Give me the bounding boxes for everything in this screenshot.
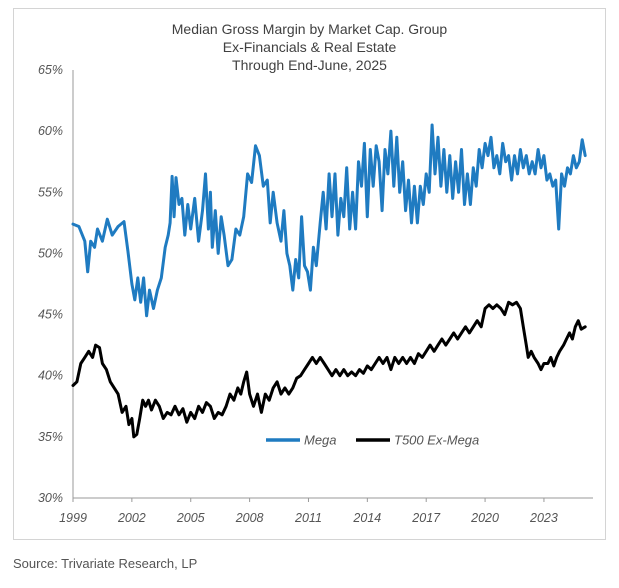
legend-label: T500 Ex-Mega xyxy=(394,433,479,448)
chart-frame xyxy=(13,8,606,540)
x-tick-label: 2008 xyxy=(235,511,264,525)
x-tick-label: 1999 xyxy=(59,511,87,525)
x-tick-label: 2011 xyxy=(294,511,322,525)
y-tick-label: 55% xyxy=(38,185,63,199)
x-tick-label: 2005 xyxy=(176,511,205,525)
chart-subtitle-2: Through End-June, 2025 xyxy=(232,57,387,73)
chart-title: Median Gross Margin by Market Cap. Group xyxy=(171,21,448,37)
x-tick-label: 2023 xyxy=(529,511,558,525)
y-tick-label: 50% xyxy=(38,246,63,260)
legend-label: Mega xyxy=(304,433,337,448)
y-tick-label: 40% xyxy=(38,369,63,383)
series-line-mega xyxy=(71,123,587,318)
source-note: Source: Trivariate Research, LP xyxy=(13,556,198,571)
y-tick-label: 45% xyxy=(38,308,63,322)
x-tick-label: 2014 xyxy=(352,511,381,525)
series-line-t500-ex-mega xyxy=(71,300,587,439)
x-tick-label: 2002 xyxy=(117,511,146,525)
chart-titles: Median Gross Margin by Market Cap. Group… xyxy=(13,20,606,74)
y-tick-label: 35% xyxy=(38,430,63,444)
y-tick-label: 60% xyxy=(38,124,63,138)
chart-subtitle-1: Ex-Financials & Real Estate xyxy=(222,39,397,55)
y-tick-label: 30% xyxy=(38,491,63,505)
y-tick-label: 65% xyxy=(38,63,63,77)
x-tick-label: 2017 xyxy=(411,511,441,525)
x-tick-label: 2020 xyxy=(470,511,499,525)
